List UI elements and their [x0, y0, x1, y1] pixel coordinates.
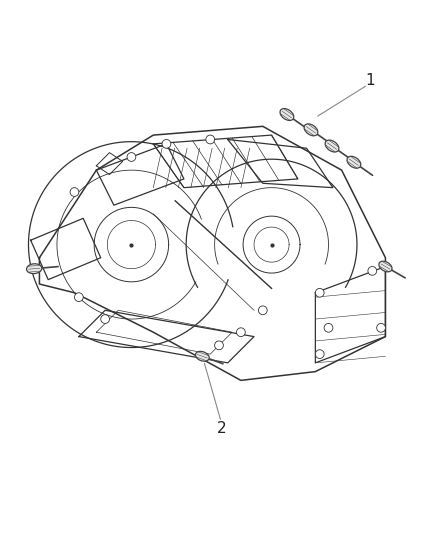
- Circle shape: [127, 152, 136, 161]
- Text: 1: 1: [365, 73, 375, 88]
- Circle shape: [215, 341, 223, 350]
- Circle shape: [258, 306, 267, 314]
- Ellipse shape: [325, 140, 339, 152]
- Circle shape: [237, 328, 245, 336]
- Ellipse shape: [195, 351, 209, 361]
- Text: 2: 2: [216, 421, 226, 436]
- Circle shape: [315, 350, 324, 359]
- Circle shape: [206, 135, 215, 144]
- Ellipse shape: [280, 109, 294, 120]
- Ellipse shape: [27, 264, 42, 273]
- Circle shape: [324, 324, 333, 332]
- Circle shape: [368, 266, 377, 275]
- Circle shape: [70, 188, 79, 197]
- Circle shape: [162, 140, 171, 148]
- Circle shape: [315, 288, 324, 297]
- Ellipse shape: [304, 124, 318, 136]
- Circle shape: [74, 293, 83, 302]
- Circle shape: [377, 324, 385, 332]
- Circle shape: [101, 314, 110, 324]
- Ellipse shape: [379, 261, 392, 272]
- Ellipse shape: [347, 156, 361, 168]
